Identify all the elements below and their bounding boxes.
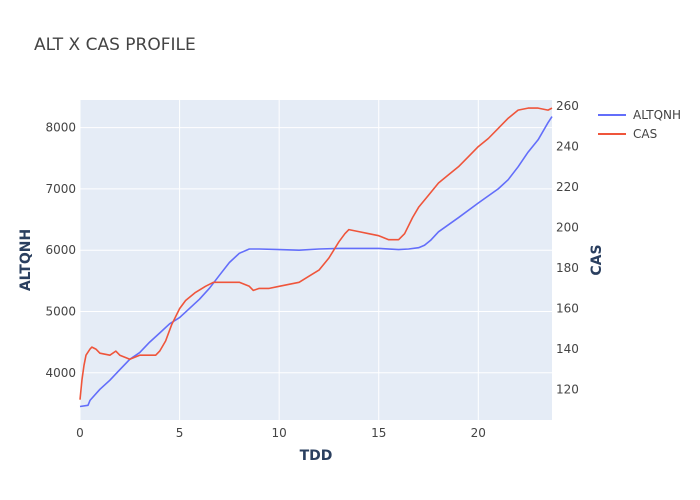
y2-tick-label: 180 bbox=[556, 261, 579, 275]
y-tick-label: 5000 bbox=[45, 304, 76, 318]
chart-title: ALT X CAS PROFILE bbox=[34, 35, 196, 55]
y-axis-title: ALTQNH bbox=[18, 229, 34, 291]
series-line-cas[interactable] bbox=[79, 107, 553, 400]
x-tick-label: 5 bbox=[176, 426, 184, 440]
y-tick-label: 4000 bbox=[45, 366, 76, 380]
gridlines bbox=[79, 100, 552, 420]
series-line-altqnh[interactable] bbox=[79, 116, 553, 408]
x-tick-label: 15 bbox=[371, 426, 386, 440]
y2-axis-title: CAS bbox=[589, 244, 605, 275]
legend-item-altqnh[interactable]: ALTQNH bbox=[598, 108, 681, 122]
legend-item-cas[interactable]: CAS bbox=[598, 127, 657, 141]
x-tick-label: 0 bbox=[76, 426, 84, 440]
legend-label-altqnh: ALTQNH bbox=[633, 108, 681, 122]
y2-tick-label: 160 bbox=[556, 302, 579, 316]
y2-tick-label: 200 bbox=[556, 221, 579, 235]
x-axis-ticks: 0 5 10 15 20 bbox=[76, 426, 486, 440]
legend-label-cas: CAS bbox=[633, 127, 657, 141]
y-tick-label: 7000 bbox=[45, 182, 76, 196]
y2-tick-label: 140 bbox=[556, 342, 579, 356]
x-tick-label: 20 bbox=[471, 426, 486, 440]
y2-tick-label: 220 bbox=[556, 180, 579, 194]
y2-axis-ticks: 120 140 160 180 200 220 240 260 bbox=[556, 99, 579, 397]
y2-tick-label: 240 bbox=[556, 140, 579, 154]
y-tick-label: 6000 bbox=[45, 243, 76, 257]
x-axis-title: TDD bbox=[300, 448, 333, 464]
x-tick-label: 10 bbox=[272, 426, 287, 440]
y2-tick-label: 120 bbox=[556, 383, 579, 397]
legend: ALTQNH CAS bbox=[598, 108, 681, 141]
plot-area[interactable] bbox=[80, 100, 552, 420]
series-layer bbox=[79, 107, 553, 408]
y2-tick-label: 260 bbox=[556, 99, 579, 113]
y-axis-ticks: 4000 5000 6000 7000 8000 bbox=[45, 121, 76, 380]
y-tick-label: 8000 bbox=[45, 121, 76, 135]
